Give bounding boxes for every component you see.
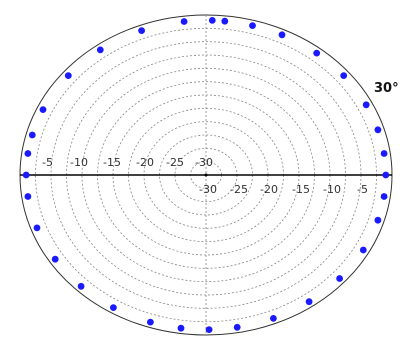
data-point — [180, 18, 188, 25]
angle-label: 30° — [374, 81, 399, 96]
data-point — [138, 27, 146, 34]
data-points — [22, 17, 390, 333]
right-tick-label: -5 — [357, 183, 368, 196]
data-point — [270, 315, 277, 322]
data-point — [374, 216, 382, 224]
data-point — [33, 224, 41, 232]
right-tick-label: -30 — [199, 183, 217, 196]
data-point — [340, 72, 348, 79]
data-point — [336, 275, 343, 282]
left-tick-labels: -5 -10 -15 -20 -25 -30 — [42, 156, 213, 169]
data-point — [313, 49, 321, 57]
data-point — [147, 318, 154, 326]
left-tick-label: -15 — [103, 156, 121, 169]
data-point — [77, 282, 85, 290]
left-tick-label: -5 — [42, 156, 53, 169]
data-point — [382, 171, 390, 179]
data-point — [380, 193, 388, 200]
left-tick-label: -30 — [195, 156, 213, 169]
horizontal-axis — [20, 173, 392, 177]
data-point — [64, 72, 72, 79]
data-point — [24, 150, 32, 157]
data-point — [39, 106, 47, 113]
data-point — [205, 326, 213, 333]
right-tick-label: -15 — [292, 183, 310, 196]
left-tick-label: -20 — [136, 156, 154, 169]
data-point — [278, 31, 286, 39]
data-point — [374, 126, 382, 134]
right-tick-label: -25 — [230, 183, 248, 196]
data-point — [177, 324, 185, 332]
data-point — [380, 150, 388, 157]
data-point — [233, 323, 241, 331]
data-point — [208, 17, 216, 24]
data-point — [249, 22, 256, 29]
right-tick-label: -10 — [323, 183, 341, 196]
left-tick-label: -10 — [70, 156, 88, 169]
data-point — [305, 298, 313, 306]
data-point — [110, 304, 117, 311]
left-tick-label: -25 — [166, 156, 184, 169]
data-point — [24, 193, 32, 200]
center-point — [204, 173, 208, 177]
data-point — [22, 171, 30, 179]
right-tick-labels: -30 -25 -20 -15 -10 -5 — [199, 183, 368, 196]
data-point — [51, 255, 59, 263]
data-point — [221, 17, 229, 25]
data-point — [96, 46, 104, 54]
data-point — [359, 246, 367, 254]
data-point — [362, 101, 370, 109]
right-tick-label: -20 — [260, 183, 278, 196]
data-point — [28, 131, 36, 139]
